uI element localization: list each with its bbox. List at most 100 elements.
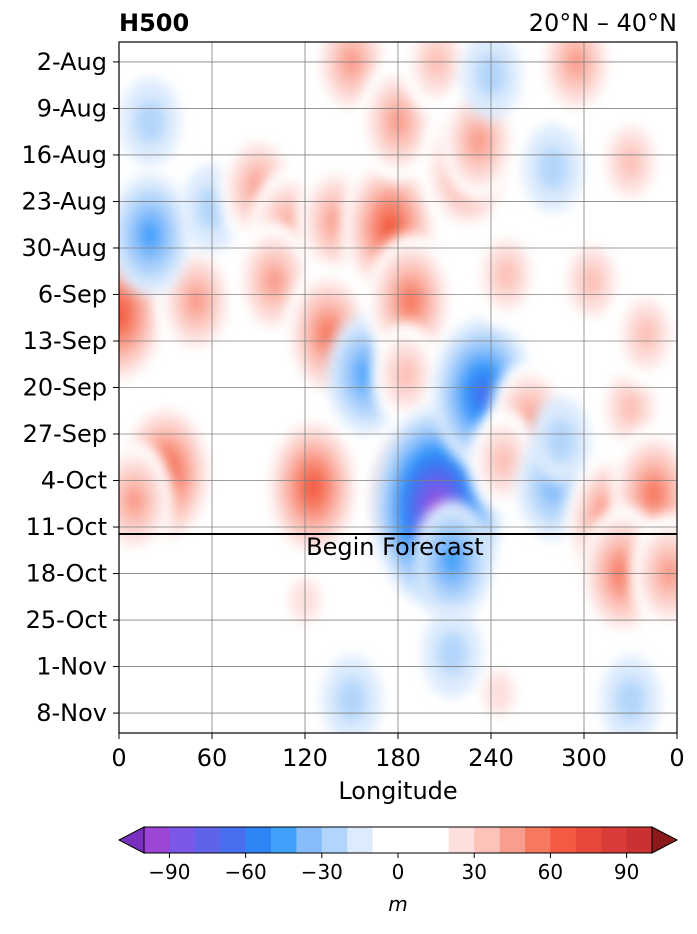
contour-feature [321,655,382,733]
colorbar-bin [626,827,653,853]
contour-level [442,545,463,576]
contour-feature [611,282,677,387]
x-tick-label: 0 [111,744,126,772]
colorbar-bin [271,827,297,853]
colorbar-bin [347,827,373,853]
colorbar-bin [245,827,272,853]
y-tick-label: 18-Oct [26,560,107,588]
colorbar-tick-label: 0 [392,860,405,884]
contour-feature [370,322,441,427]
colorbar-under-arrow [117,826,145,854]
colorbar-bin [601,827,627,853]
contour-level [437,631,468,676]
x-axis: 0 60 120 180 240 300 0 [111,733,685,772]
colorbar-label: m [388,892,407,916]
chart-title-right: 20°N – 40°N [529,9,677,37]
colorbar-tick-label: 30 [461,860,486,884]
colorbar-tick-label: 90 [614,860,639,884]
y-tick-label: 8-Nov [36,699,107,727]
y-tick-label: 6-Sep [38,280,107,308]
colorbar-bin [372,827,424,853]
contour-level [634,317,658,352]
contour-level [140,219,160,250]
y-axis: 2-Aug 9-Aug 16-Aug 23-Aug 30-Aug 6-Sep 13-Sep 2… [21,48,119,727]
contour-level [618,390,643,425]
colorbar-bin [194,827,221,853]
colorbar-bin [321,827,348,853]
colorbar-bin [169,827,196,853]
y-tick-label: 4-Oct [41,467,107,495]
y-tick-label: 27-Sep [23,420,107,448]
chart-title-left: H500 [119,9,189,37]
contour-level [135,99,165,144]
x-tick-label: 120 [282,744,328,772]
colorbar-over-arrow [651,826,679,854]
colorbar-bin [575,827,602,853]
y-tick-label: 25-Oct [26,606,107,634]
contour-level [401,287,420,315]
contour-feature [530,396,591,485]
x-tick-label: 300 [561,744,607,772]
y-tick-label: 11-Oct [26,513,107,541]
contour-level [394,356,418,392]
colorbar-tick-label: −30 [301,860,343,884]
colorbar-tick-label: −60 [224,860,266,884]
contour-feature [119,440,175,561]
y-tick-label: 16-Aug [21,141,107,169]
grid [119,42,677,733]
contour-level [538,146,568,191]
colorbar-bin [423,827,450,853]
contour-level [124,485,145,516]
x-tick-label: 240 [468,744,514,772]
contour-level [494,257,519,292]
contour-feature [120,77,180,166]
contour-level [580,263,604,299]
x-tick-label: 180 [375,744,421,772]
contour-level [644,480,663,508]
colorbar-tick-label: 60 [538,860,563,884]
x-axis-label: Longitude [338,777,457,805]
contour-level [468,126,489,157]
contour-feature [119,174,190,295]
x-tick-label: 0 [669,744,684,772]
x-tick-label: 60 [197,744,228,772]
colorbar-bin [448,827,475,853]
contour-feature [556,229,627,334]
y-tick-label: 30-Aug [21,234,107,262]
contour-level [618,144,643,179]
contour-feature [262,411,363,564]
y-tick-label: 2-Aug [37,48,107,76]
colorbar-bin [220,827,246,853]
contour-feature [471,222,542,327]
y-tick-label: 9-Aug [37,94,107,122]
forecast-annotation: Begin Forecast [306,533,484,561]
contour-feature [438,81,519,202]
colorbar-tick-label: −90 [148,860,190,884]
contour-level [615,677,646,722]
colorbar-bin [525,827,551,853]
contour-level [304,474,322,500]
y-tick-label: 1-Nov [36,653,107,681]
y-tick-label: 23-Aug [21,187,107,215]
y-tick-label: 13-Sep [23,327,107,355]
colorbar-bin [296,827,323,853]
contour-level [186,286,207,317]
colorbar-bin [474,827,500,853]
contour-feature [523,124,583,213]
contour-level [483,671,514,716]
colorbar: −90 −60 −30 0 30 60 90 [117,826,679,884]
contour-level [336,677,367,722]
contour-level [491,443,516,478]
contour-feature [422,609,483,698]
contour-level [119,301,128,328]
contour-level [545,418,576,463]
contour-feature [600,655,661,733]
colorbar-bin [550,827,577,853]
y-tick-label: 20-Sep [23,374,107,402]
colorbar-bin [499,827,526,853]
contour-feature [595,109,666,214]
contour-feature [412,500,493,621]
contour-level [474,381,492,407]
